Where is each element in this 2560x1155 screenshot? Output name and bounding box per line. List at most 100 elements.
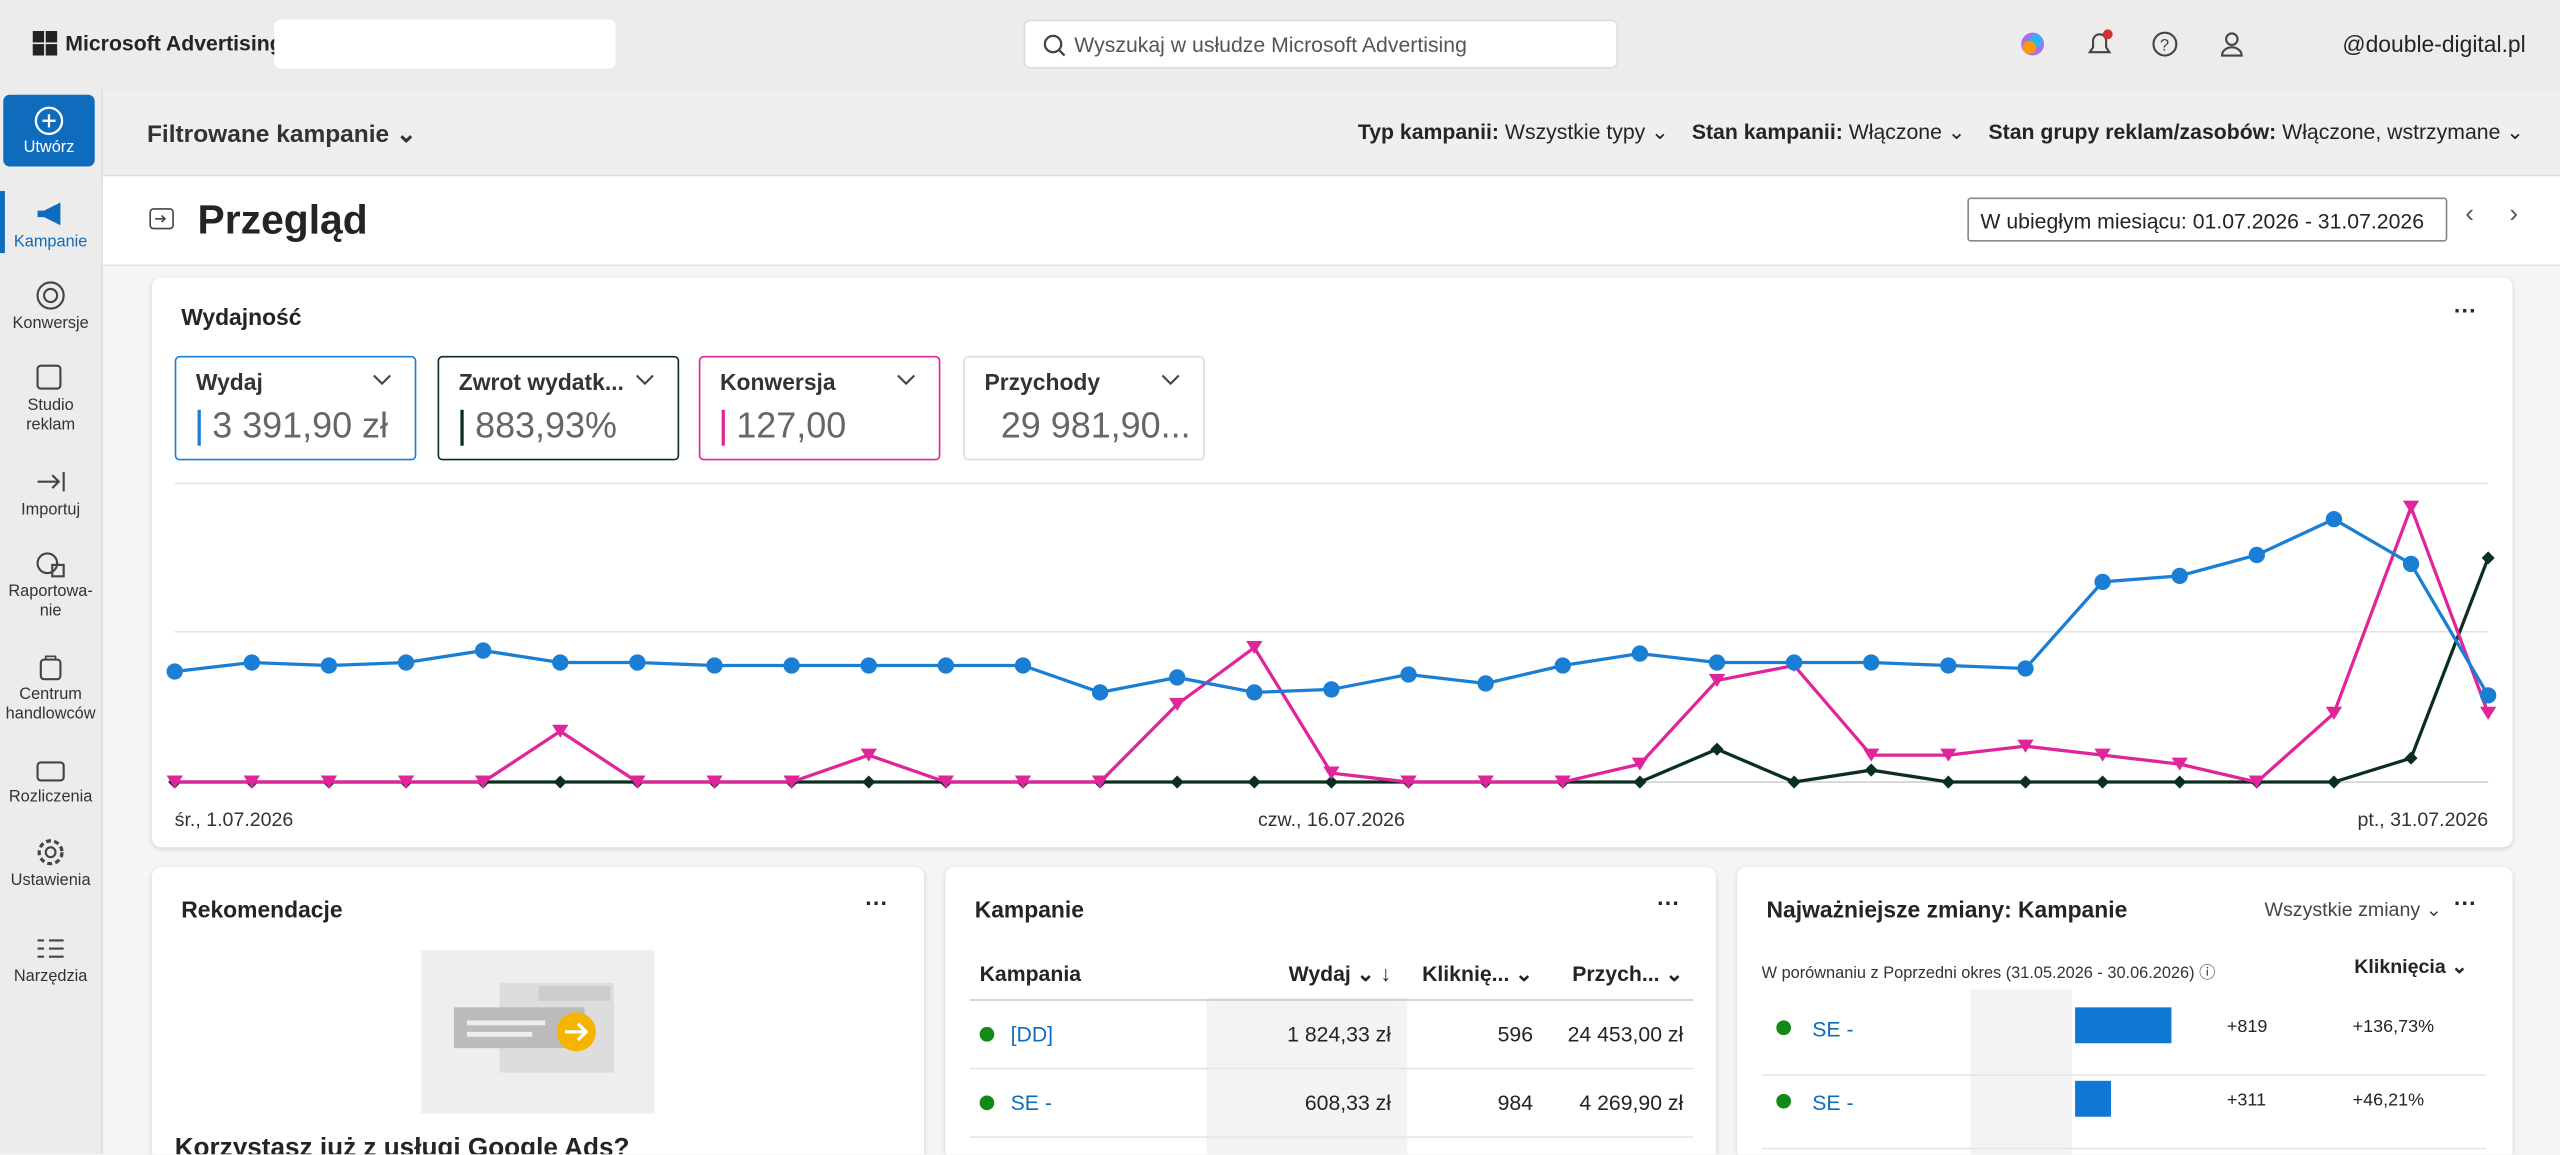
active-indicator xyxy=(0,191,5,254)
point xyxy=(1400,775,1417,789)
campaign-link[interactable]: SE - xyxy=(1812,1017,1854,1042)
campaign-link[interactable]: SE - xyxy=(1812,1090,1854,1116)
metric-card[interactable]: Zwrot wydatk... 883,93% xyxy=(437,355,680,461)
point xyxy=(862,775,876,789)
pct: +46,21% xyxy=(2352,1090,2425,1111)
logo xyxy=(32,31,58,56)
account-email[interactable]: @double-digital.pl xyxy=(2342,31,2526,58)
changes-filter[interactable]: Wszystkie zmiany ⌄ xyxy=(2264,897,2443,921)
search-box[interactable]: Wyszukaj w usłudze Microsoft Advertising xyxy=(1023,19,1618,69)
point xyxy=(166,775,183,789)
filter-value: Wszystkie typy xyxy=(1504,119,1646,144)
point xyxy=(320,657,338,674)
status-dot xyxy=(1776,1093,1792,1109)
header-icons[interactable]: ? xyxy=(2016,28,2261,61)
more[interactable]: ··· xyxy=(1657,889,1680,916)
collapse-icon[interactable] xyxy=(149,207,175,230)
next[interactable]: › xyxy=(2509,200,2519,229)
nav-label: Rozliczenia xyxy=(8,788,93,807)
column-header[interactable]: Wydaj ⌄ ↓ xyxy=(1288,961,1392,986)
date-picker[interactable]: W ubiegłym miesiącu: 01.07.2026 - 31.07.… xyxy=(1967,197,2448,242)
filter-title[interactable]: Filtrowane kampanie ⌄ xyxy=(146,120,417,149)
column-header-text: Przych... xyxy=(1572,961,1660,986)
nav-icon xyxy=(37,202,61,226)
swatch xyxy=(460,409,464,446)
sidebar: Utwórz Kampanie Konwersje Studio reklam … xyxy=(0,89,103,1155)
filter-value: Włączone xyxy=(1848,119,1942,144)
point xyxy=(1633,775,1647,789)
filter[interactable]: Stan grupy reklam/zasobów: Włączone, wst… xyxy=(1988,119,2525,144)
cell: 4 269,90 zł xyxy=(1579,1089,1684,1115)
metric-value: 127,00 xyxy=(736,404,847,446)
nav-label: Narzędzia xyxy=(13,968,88,987)
nav-item[interactable]: Centrum handlowców xyxy=(0,651,101,724)
more[interactable]: ··· xyxy=(2453,889,2477,916)
nav-item[interactable]: Kampanie xyxy=(0,199,101,253)
point xyxy=(1941,775,1955,789)
nav-label: Raportowa-nie xyxy=(8,582,93,621)
campaign-link[interactable]: [DD] xyxy=(1010,1021,1054,1046)
point xyxy=(243,654,260,671)
metric-value: 3 391,90 zł xyxy=(212,404,388,446)
nav-icon xyxy=(37,471,65,492)
nav-item[interactable]: Narzędzia xyxy=(0,934,101,988)
nav-item[interactable]: Rozliczenia xyxy=(0,754,101,808)
prev[interactable]: ‹ xyxy=(2465,200,2475,229)
performance-card: Wydajność ··· Wydaj 3 391,90 zł Zwrot wyd… xyxy=(151,277,2513,848)
metric-name: Konwersja xyxy=(719,368,836,396)
point xyxy=(1863,654,1880,671)
point xyxy=(474,775,492,789)
create-button[interactable]: Utwórz xyxy=(3,94,95,167)
point xyxy=(1554,775,1571,789)
nav-item[interactable]: Importuj xyxy=(0,467,101,521)
campaigns-card: Kampanie ··· Kampania Wydaj ⌄ ↓ Kliknię.… xyxy=(945,866,1716,1155)
nav-item[interactable]: Raportowa-nie xyxy=(0,549,101,622)
column-header[interactable]: Kampania xyxy=(979,962,1082,987)
chevron xyxy=(1161,374,1180,386)
column-header-text: Kliknię... xyxy=(1422,961,1510,986)
column-header[interactable]: Przych... ⌄ xyxy=(1572,961,1684,986)
point xyxy=(2248,775,2265,789)
metric-card[interactable]: Konwersja 127,00 xyxy=(698,355,941,461)
x-tick-label: pt., 31.07.2026 xyxy=(2358,809,2489,831)
point xyxy=(629,654,646,671)
recommendations-card: Rekomendacje ··· Korzystasz już z usługi… xyxy=(151,866,925,1155)
card-title: Najważniejsze zmiany: Kampanie xyxy=(1766,896,2128,923)
nav-item[interactable]: Konwersje xyxy=(0,281,101,335)
search-icon xyxy=(1043,34,1066,57)
column-header[interactable]: Kliknięcia ⌄ xyxy=(2354,955,2468,978)
point xyxy=(1631,757,1649,771)
cell: 984 xyxy=(1497,1089,1534,1115)
svg-text:?: ? xyxy=(2160,37,2169,55)
nav-label: Konwersje xyxy=(12,315,89,334)
more[interactable]: ··· xyxy=(2453,297,2477,324)
filter-label: Typ kampanii: xyxy=(1357,119,1500,144)
point xyxy=(937,657,955,674)
swatch xyxy=(721,409,725,446)
nav-icon xyxy=(37,939,64,958)
point xyxy=(1014,775,1032,789)
metric-card[interactable]: Wydaj 3 391,90 zł xyxy=(174,355,417,461)
more[interactable]: ··· xyxy=(865,889,889,916)
nav-item[interactable]: Ustawienia xyxy=(0,838,101,892)
column-header[interactable]: Kliknię... ⌄ xyxy=(1422,961,1534,986)
metric-card[interactable]: Przychody 29 981,90... xyxy=(963,355,1205,461)
page-header: Przegląd W ubiegłym miesiącu: 01.07.2026… xyxy=(102,176,2560,267)
metric-value: 883,93% xyxy=(475,404,617,446)
campaign-link[interactable]: SE - xyxy=(1010,1089,1052,1115)
series-line xyxy=(174,502,2490,784)
point xyxy=(2171,567,2188,585)
point xyxy=(552,724,569,738)
nav-item[interactable]: Studio reklam xyxy=(0,362,101,435)
point xyxy=(1246,641,1263,655)
illustration xyxy=(421,950,655,1114)
changes-card: Najważniejsze zmiany: Kampanie Wszystkie… xyxy=(1737,866,2513,1155)
filter[interactable]: Typ kampanii: Wszystkie typy ⌄ xyxy=(1357,119,1669,144)
point xyxy=(2173,775,2187,789)
point xyxy=(552,654,569,671)
filter[interactable]: Stan kampanii: Włączone ⌄ xyxy=(1691,119,1966,144)
account-selector[interactable] xyxy=(274,19,616,69)
point xyxy=(2327,775,2341,789)
nav-icon xyxy=(36,281,65,310)
series-line xyxy=(174,557,2490,784)
